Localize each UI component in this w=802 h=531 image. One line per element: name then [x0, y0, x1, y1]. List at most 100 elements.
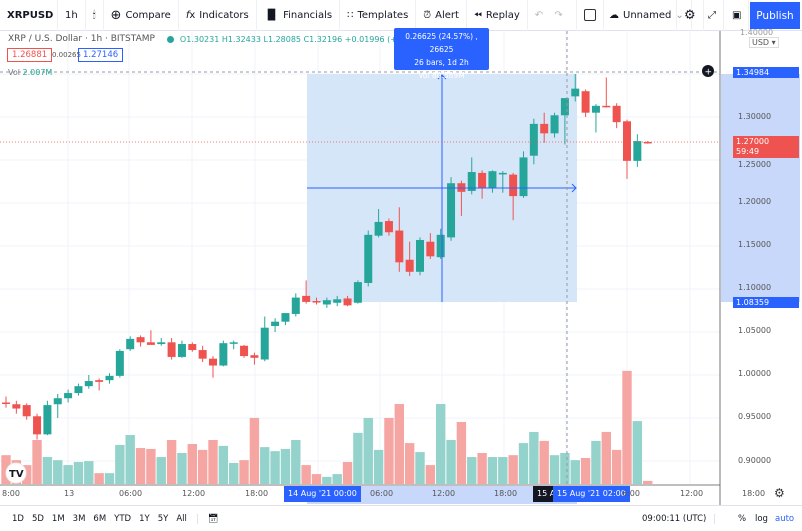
percent-toggle[interactable]: %	[738, 513, 747, 524]
candle-body	[416, 239, 424, 272]
candle	[405, 241, 414, 277]
templates-button[interactable]: ∷ Templates	[340, 0, 417, 31]
volume-bar	[218, 445, 229, 484]
range-all[interactable]: All	[176, 513, 187, 524]
range-5y[interactable]: 5Y	[157, 513, 169, 524]
candle	[591, 104, 600, 133]
auto-toggle[interactable]: auto	[775, 513, 795, 524]
indicators-label: Indicators	[199, 9, 249, 21]
chevron-down-icon: ⌄	[675, 9, 684, 21]
range-ytd[interactable]: YTD	[114, 513, 132, 524]
candle	[478, 170, 487, 199]
publish-button[interactable]: Publish	[750, 2, 800, 29]
volume-bar	[249, 417, 260, 484]
top-toolbar: XRPUSD 1h 🕯︎ ⊕ Compare fx Indicators ▐▌ Fin…	[0, 0, 802, 31]
compare-label: Compare	[125, 9, 171, 21]
price-tick: 1.15000	[738, 240, 772, 249]
goto-date-icon[interactable]: 📅︎	[207, 513, 219, 524]
candle-body	[167, 342, 176, 357]
alarm-clock-icon: ⏰︎	[423, 9, 432, 21]
replay-button[interactable]: ⏪︎ Replay	[467, 0, 528, 31]
price-tick: 1.05000	[738, 326, 772, 335]
volume-bar	[84, 461, 94, 484]
candle-body	[105, 375, 114, 381]
range-6m[interactable]: 6M	[93, 513, 107, 524]
plus-icon: +	[705, 68, 713, 78]
range-1y[interactable]: 1Y	[139, 513, 150, 524]
range-1m[interactable]: 1M	[51, 513, 65, 524]
replay-label: Replay	[485, 9, 520, 21]
tradingview-logo: TV	[5, 462, 27, 484]
candle-body	[560, 98, 569, 116]
clock[interactable]: 09:00:11 (UTC)	[642, 513, 716, 524]
time-tick: 18:00	[742, 489, 766, 498]
candle	[426, 233, 435, 259]
financials-button[interactable]: ▐▌ Financials	[257, 0, 341, 31]
volume-bar	[404, 443, 415, 484]
alert-button[interactable]: ⏰︎ Alert	[416, 0, 467, 31]
log-toggle[interactable]: log	[755, 513, 768, 524]
axis-settings-icon[interactable]: ⚙	[774, 486, 785, 500]
time-tick: 13	[64, 489, 75, 498]
svg-text:TV: TV	[9, 469, 24, 480]
candle	[105, 373, 114, 384]
volume-label: Vol	[8, 68, 20, 77]
symbol-search[interactable]: XRPUSD	[0, 0, 58, 31]
candle-body	[447, 183, 456, 238]
layout-name-button[interactable]: ☁︎ Unnamed ⌄	[602, 0, 692, 31]
chart-type-button[interactable]: 🕯︎	[86, 0, 104, 31]
candle-body	[436, 234, 445, 258]
settings-button[interactable]: ⚙	[676, 0, 704, 31]
volume-bar	[135, 448, 146, 484]
volume-bar	[622, 370, 632, 484]
candle-body	[95, 380, 104, 382]
interval-button[interactable]: 1h	[58, 0, 86, 31]
range-3m[interactable]: 3M	[72, 513, 86, 524]
time-tick: 18:00	[245, 489, 269, 498]
volume-bar	[580, 457, 591, 484]
candle	[540, 112, 549, 143]
candle	[64, 389, 73, 403]
indicators-button[interactable]: fx Indicators	[179, 0, 257, 31]
maximize-button[interactable]: ⤢	[701, 0, 724, 31]
undo-icon[interactable]: ↶	[534, 9, 544, 21]
sell-price-button[interactable]: 1.26881	[7, 48, 53, 62]
compare-button[interactable]: ⊕ Compare	[104, 0, 179, 31]
candles-icon: 🕯︎	[92, 9, 96, 21]
volume-bar	[332, 474, 342, 484]
measure-start-time: 14 Aug '21 00:00	[284, 486, 361, 502]
volume-bar	[373, 449, 384, 484]
series-title[interactable]: XRP / U.S. Dollar · 1h · BITSTAMP	[8, 34, 155, 44]
fullscreen-toggle[interactable]	[576, 0, 604, 31]
redo-icon[interactable]: ↷	[554, 9, 563, 21]
candle	[291, 293, 300, 317]
rewind-icon: ⏪︎	[473, 9, 482, 21]
price-chart[interactable]: TV +	[0, 31, 802, 505]
candle	[333, 295, 342, 307]
range-5d[interactable]: 5D	[31, 513, 44, 524]
add-alert-icon[interactable]	[702, 65, 714, 77]
time-tick: 12:00	[680, 489, 704, 498]
candle	[519, 151, 528, 198]
candle-body	[467, 172, 476, 191]
currency-select[interactable]: USD ▾	[749, 37, 779, 48]
candle	[271, 318, 280, 332]
candle-body	[353, 282, 362, 303]
undo-redo[interactable]: ↶ ↷	[528, 0, 570, 31]
screenshot-button[interactable]: ▣	[725, 0, 750, 31]
volume-bar	[270, 451, 280, 484]
camera-icon: ▣	[732, 9, 742, 21]
volume-bar	[239, 460, 249, 484]
candle-body	[333, 299, 342, 303]
candle-body	[84, 381, 93, 387]
volume-bar	[73, 461, 84, 484]
buy-price-button[interactable]: 1.27146	[78, 48, 124, 62]
time-tick: 18:00	[494, 489, 518, 498]
currency-label: USD	[752, 38, 770, 47]
candle	[95, 378, 104, 391]
range-1d[interactable]: 1D	[12, 513, 24, 524]
layout-name: Unnamed	[623, 9, 672, 21]
volume-bar	[22, 465, 32, 484]
candle	[602, 77, 611, 108]
volume-bar	[146, 448, 156, 484]
